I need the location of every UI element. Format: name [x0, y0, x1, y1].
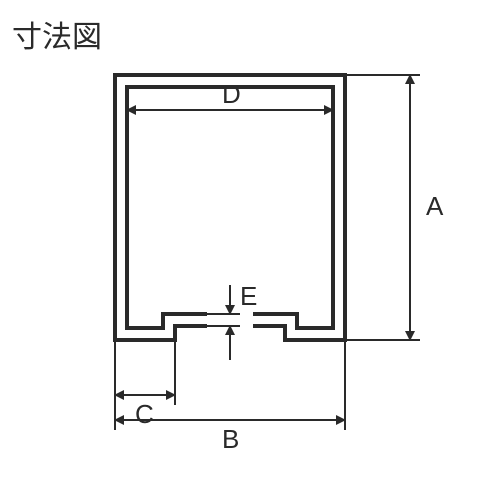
- label-A: A: [426, 191, 444, 221]
- label-D: D: [222, 79, 241, 109]
- label-E: E: [240, 281, 257, 311]
- label-C: C: [135, 399, 154, 429]
- label-B: B: [222, 424, 239, 454]
- dimension-diagram: A B C D E: [0, 0, 500, 500]
